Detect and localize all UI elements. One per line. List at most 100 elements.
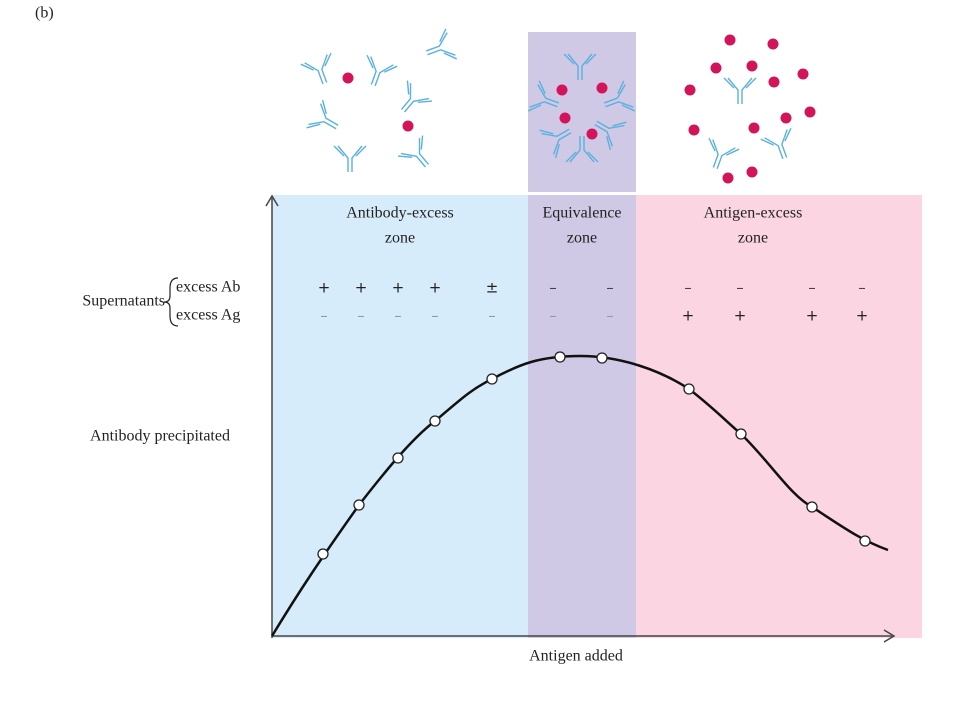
curve-point [596,352,608,364]
antibody [708,137,740,170]
sign: – [808,279,816,297]
sign: – [549,279,557,297]
curve-point [735,428,747,440]
antigen [559,112,571,124]
curve-point [486,373,498,385]
sign: – [606,279,614,297]
antibody [594,120,627,151]
antibody-shape [594,120,627,151]
antibody-shape [603,80,636,112]
antibody-shape [397,135,430,168]
supernatants-label: Supernatants [82,293,165,310]
antibody-shape [708,137,740,170]
data-points [317,351,871,560]
antibody-shape [539,128,572,159]
sign: ± [486,279,499,297]
antigen [797,68,809,80]
antigen [556,84,568,96]
antigen [586,128,598,140]
antigen-excess-region [636,195,922,638]
antigen [596,82,608,94]
antibody [300,52,332,85]
curve-point [317,548,329,560]
antigen [768,76,780,88]
sign: + [392,279,405,297]
antigen [746,60,758,72]
antibody-shape [527,80,560,112]
sign: – [394,307,402,325]
antigen [710,62,722,74]
antibody [603,80,636,112]
antigen [688,124,700,136]
sign: – [549,307,557,325]
zone-label: Antigen-excess [704,205,803,222]
curve-point [554,351,566,363]
row-label: excess Ab [176,279,240,296]
curve-point [806,501,818,513]
sign: – [488,307,496,325]
equivalence-region [528,195,636,638]
curve-point [353,499,365,511]
x-axis-arrow [883,629,896,643]
sign: – [431,307,439,325]
antigen [684,84,696,96]
antigen [804,106,816,118]
antibody-shape [366,54,398,87]
antibody-shape [425,28,458,60]
sign: + [856,307,869,325]
sign: + [355,279,368,297]
lattice-box [528,32,636,192]
antibody-shape [760,127,792,160]
antibody-shape [565,136,599,163]
sign: + [429,279,442,297]
zone-label: zone [567,230,597,247]
curve-point [429,415,441,427]
curve-point [683,383,695,395]
sign: – [736,279,744,297]
antibody [425,28,458,60]
sign: + [806,307,819,325]
antibody-shape [723,77,757,104]
antibody [527,80,560,112]
y-axis-label: Antibody precipitated [90,428,230,445]
antigen [767,38,779,50]
zone-label: zone [385,230,415,247]
antibody-shape [333,145,367,172]
antigen [722,172,734,184]
antibody-shape [306,99,339,130]
antibody [306,99,339,130]
antigen [746,166,758,178]
antibody-shape [300,52,332,85]
antibody [397,135,430,168]
sign: – [320,307,328,325]
antigen [724,34,736,46]
y-axis-arrow [265,194,279,207]
precipitin-curve [270,354,889,637]
curve-point [859,535,871,547]
antigen [748,122,760,134]
antibody [760,127,792,160]
antibody-shape [563,53,597,80]
sign: + [318,279,331,297]
antigen [402,120,414,132]
zone-label: Equivalence [542,205,621,222]
antigen [780,112,792,124]
antibody [723,77,757,104]
brace [163,277,179,327]
antigen [342,72,354,84]
row-label: excess Ag [176,307,240,324]
sign: – [858,279,866,297]
antibody [400,80,433,113]
zone-label: Antibody-excess [346,205,454,222]
panel-label: (b) [35,5,54,22]
zone-label: zone [738,230,768,247]
antibody [565,136,599,163]
sign: – [606,307,614,325]
sign: + [734,307,747,325]
molecules [300,28,816,184]
antibody-excess-region [272,195,528,638]
sign: – [357,307,365,325]
sign: – [684,279,692,297]
antibody [563,53,597,80]
